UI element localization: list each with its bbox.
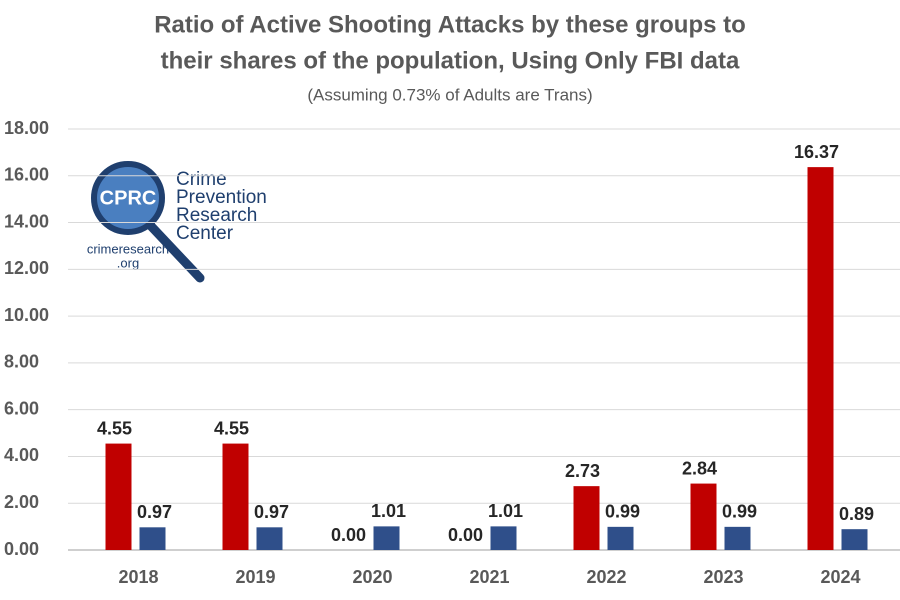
x-tick-label: 2019 [235, 567, 275, 587]
x-tick-label: 2024 [820, 567, 860, 587]
logo-name: Prevention [176, 187, 267, 208]
logo-mark: CPRC [100, 187, 157, 209]
bar [105, 443, 132, 550]
value-label: 4.55 [97, 418, 132, 438]
value-label: 0.00 [448, 525, 483, 545]
x-tick-label: 2023 [703, 567, 743, 587]
value-label: 0.99 [722, 502, 757, 522]
y-tick-label: 8.00 [4, 352, 39, 372]
bar [841, 529, 868, 550]
value-label: 1.01 [371, 501, 406, 521]
value-label: 4.55 [214, 418, 249, 438]
y-tick-label: 16.00 [4, 165, 49, 185]
chart-title: their shares of the population, Using On… [161, 47, 740, 74]
bar [607, 526, 634, 550]
bar [573, 486, 600, 550]
bar [724, 526, 751, 550]
logo-name: Crime [176, 169, 227, 190]
logo-name: Center [176, 223, 234, 244]
bar [139, 527, 166, 550]
value-label: 0.99 [605, 502, 640, 522]
y-tick-label: 6.00 [4, 398, 39, 418]
bar [222, 443, 249, 550]
x-tick-label: 2020 [352, 567, 392, 587]
y-tick-label: 14.00 [4, 211, 49, 231]
value-label: 0.00 [331, 525, 366, 545]
bar [373, 526, 400, 550]
y-tick-label: 18.00 [4, 118, 49, 138]
x-tick-label: 2018 [118, 567, 158, 587]
logo-name: Research [176, 205, 257, 226]
y-tick-label: 0.00 [4, 539, 39, 559]
bar [256, 527, 283, 550]
value-label: 0.89 [839, 504, 874, 524]
logo-url: crimeresearch [87, 241, 169, 256]
value-label: 2.73 [565, 461, 600, 481]
value-label: 16.37 [794, 142, 839, 162]
logo-lens [91, 161, 165, 235]
y-tick-label: 12.00 [4, 258, 49, 278]
y-tick-label: 10.00 [4, 305, 49, 325]
y-tick-label: 2.00 [4, 492, 39, 512]
chart-title: Ratio of Active Shooting Attacks by thes… [154, 11, 746, 38]
logo-url: .org [117, 255, 139, 270]
x-tick-label: 2022 [586, 567, 626, 587]
value-label: 0.97 [137, 502, 172, 522]
chart-subtitle: (Assuming 0.73% of Adults are Trans) [307, 85, 592, 104]
bar [490, 526, 517, 550]
y-tick-label: 4.00 [4, 445, 39, 465]
bar [690, 483, 717, 550]
logo: CPRC Crime Prevention Research Center cr… [87, 152, 268, 287]
x-tick-label: 2021 [469, 567, 509, 587]
value-label: 2.84 [682, 458, 717, 478]
value-label: 0.97 [254, 502, 289, 522]
value-label: 1.01 [488, 501, 523, 521]
bar [807, 167, 834, 550]
